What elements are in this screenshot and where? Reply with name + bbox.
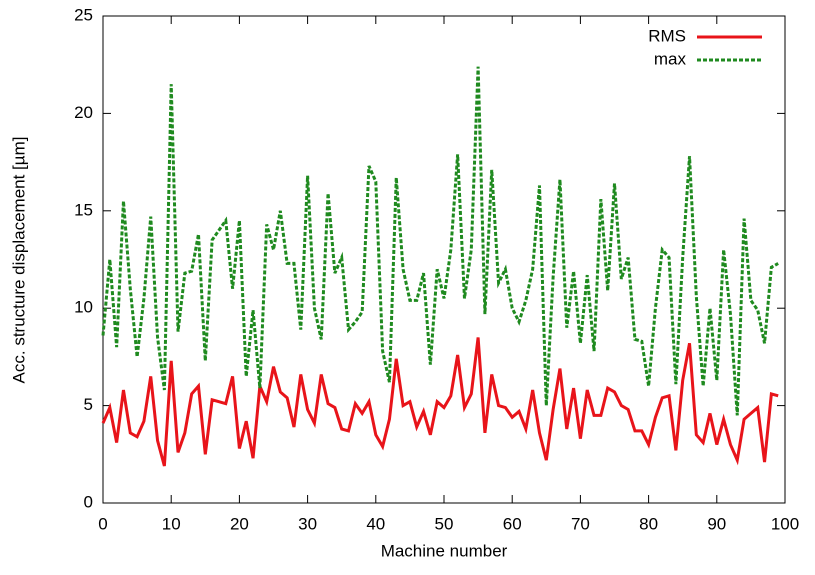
x-tick-label: 20 [230,514,249,533]
series-line [101,337,779,467]
y-tick-label: 10 [74,298,93,317]
y-axis-label: Acc. structure displacement [µm] [9,137,28,384]
y-tick-label: 5 [84,395,93,414]
legend-label: max [654,49,687,68]
x-tick-label: 100 [771,514,799,533]
y-tick-label: 20 [74,103,93,122]
x-tick-label: 40 [366,514,385,533]
x-axis-label: Machine number [381,541,508,560]
x-tick-label: 30 [298,514,317,533]
y-tick-label: 25 [74,5,93,24]
x-tick-label: 50 [435,514,454,533]
y-tick-label: 15 [74,200,93,219]
x-tick-label: 0 [98,514,107,533]
x-tick-label: 90 [707,514,726,533]
x-tick-label: 10 [162,514,181,533]
x-tick-label: 80 [639,514,658,533]
series-line [101,66,779,416]
x-tick-label: 70 [571,514,590,533]
x-tick-label: 60 [503,514,522,533]
legend-label: RMS [648,26,686,45]
y-tick-label: 0 [84,492,93,511]
